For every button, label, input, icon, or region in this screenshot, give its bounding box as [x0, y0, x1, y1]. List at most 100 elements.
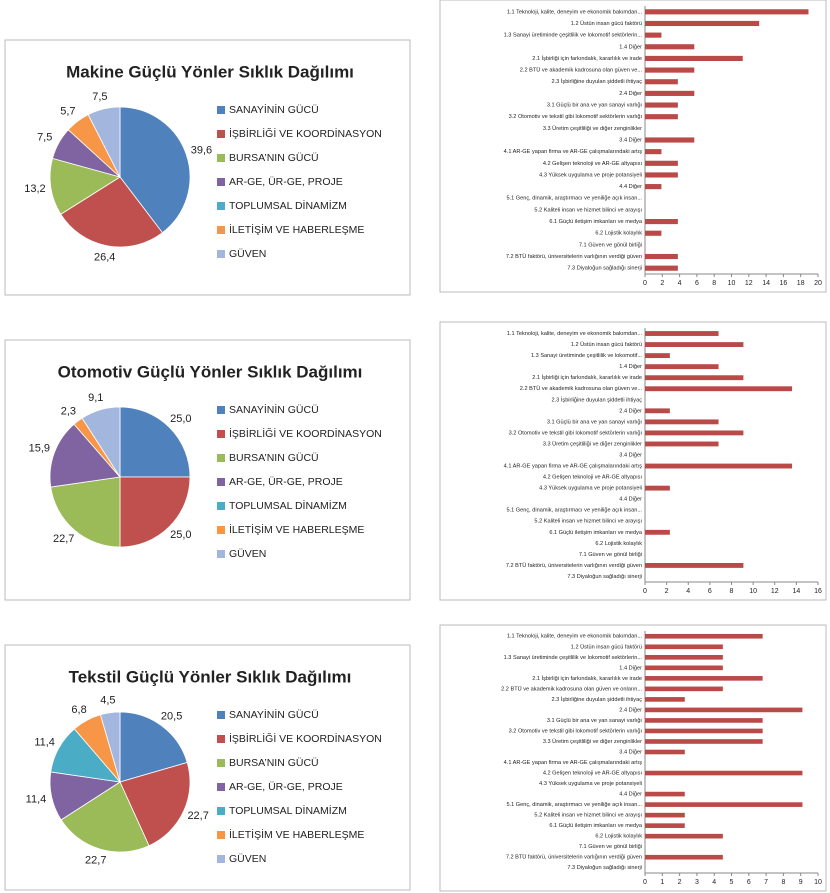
category-label: 4.4 Diğer: [619, 184, 642, 190]
x-tick-label: 6: [695, 280, 699, 287]
category-label: 1.2 Üstün insan gücü faktörü: [571, 20, 642, 27]
category-label: 7.1 Güven ve gönül birliği: [579, 552, 642, 558]
bar: [645, 386, 793, 392]
category-label: 4.2 Gelişen teknoloji ve AR-GE altyapısı: [543, 475, 643, 481]
category-label: 2.4 Diğer: [619, 91, 642, 97]
legend-label: BURSA’NIN GÜCÜ: [229, 152, 319, 164]
legend-swatch: [217, 550, 225, 558]
bar: [645, 253, 678, 260]
bar: [645, 342, 744, 347]
legend-swatch: [217, 478, 225, 486]
legend-swatch: [217, 106, 225, 114]
x-tick-label: 2: [665, 588, 669, 595]
pie-slice: [119, 711, 188, 783]
x-tick-label: 14: [792, 588, 800, 595]
legend-label: TOPLUMSAL DİNAMİZM: [229, 199, 347, 212]
legend-label: İLETİŞİM VE HABERLEŞME: [229, 828, 364, 841]
bar: [645, 44, 695, 50]
pie-slice: [60, 781, 150, 853]
category-label: 3.3 Üretim çeşitliliği ve diğer zenginli…: [543, 125, 642, 132]
pie-slice: [49, 423, 121, 488]
legend-swatch: [217, 430, 225, 438]
category-label: 3.3 Üretim çeşitliliği ve diğer zenginli…: [543, 738, 642, 745]
data-label: 11,4: [34, 736, 55, 748]
category-label: 3.3 Üretim çeşitliliği ve diğer zenginli…: [543, 440, 642, 447]
legend-label: AR-GE, ÜR-GE, PROJE: [229, 476, 343, 488]
bar: [645, 219, 678, 225]
legend-swatch: [217, 502, 225, 510]
pie-slice: [60, 176, 163, 248]
legend-swatch: [217, 178, 225, 186]
x-tick-label: 12: [771, 588, 779, 595]
x-tick-label: 8: [712, 280, 716, 287]
pie-slice: [119, 106, 191, 234]
legend-swatch: [217, 711, 225, 719]
category-label: 7.3 Diyaloğun sağladığı sinerji: [567, 574, 642, 580]
x-tick-label: 16: [814, 588, 822, 595]
legend-swatch: [217, 735, 225, 743]
bar: [645, 665, 723, 671]
bar: [645, 770, 803, 776]
category-label: 6.2 Lojistik kolaylık: [595, 834, 642, 840]
legend-label: TOPLUMSAL DİNAMİZM: [229, 499, 347, 512]
x-tick-label: 0: [643, 879, 647, 886]
legend-label: GÜVEN: [229, 248, 266, 260]
legend-label: İLETİŞİM VE HABERLEŞME: [229, 223, 364, 236]
x-tick-label: 14: [762, 280, 770, 287]
x-tick-label: 6: [747, 879, 751, 886]
data-label: 25,0: [170, 413, 191, 425]
data-label: 39,6: [191, 145, 212, 157]
legend-label: GÜVEN: [229, 853, 266, 865]
pie-slice: [81, 406, 121, 479]
chart-title: Makine Güçlü Yönler Sıklık Dağılımı: [66, 62, 354, 81]
category-label: 7.2 BTÜ faktörü, üniversitelerin varlığı…: [506, 253, 642, 260]
bar: [645, 707, 803, 713]
data-label: 22,7: [53, 533, 74, 545]
bar: [645, 20, 760, 27]
category-label: 4.4 Diğer: [619, 497, 642, 503]
legend-swatch: [217, 250, 225, 258]
x-tick-label: 18: [797, 280, 805, 287]
bar: [645, 149, 662, 155]
pie-slice: [119, 761, 191, 847]
category-label: 4.3 Yüksek uygulama ve proje potansiyeli: [539, 172, 642, 178]
data-label: 5,7: [60, 106, 75, 118]
bar: [645, 364, 719, 370]
bar: [645, 160, 678, 166]
category-label: 3.4 Diğer: [619, 137, 642, 143]
bar: [645, 90, 695, 96]
x-tick-label: 10: [728, 280, 736, 287]
category-label: 3.1 Güçlü bir ana ve yan sanayi varlığı: [547, 718, 643, 724]
category-label: 1.4 Diğer: [619, 364, 642, 370]
x-tick-label: 20: [814, 280, 822, 287]
panel: [439, 0, 827, 293]
category-label: 7.2 BTÜ faktörü, üniversitelerin varlığı…: [506, 854, 642, 861]
data-label: 26,4: [94, 252, 115, 264]
bar: [645, 265, 678, 271]
pie-slice: [119, 476, 191, 548]
x-tick-label: 7: [764, 879, 768, 886]
bar: [645, 812, 685, 818]
bar: [645, 353, 670, 359]
chart-title: Tekstil Güçlü Yönler Sıklık Dağılımı: [69, 667, 352, 686]
category-label: 1.2 Üstün insan gücü faktörü: [571, 643, 642, 650]
data-label: 6,8: [71, 704, 86, 716]
x-tick-label: 3: [695, 879, 699, 886]
x-tick-label: 5: [730, 879, 734, 886]
category-label: 7.1 Güven ve gönül birliği: [579, 242, 642, 248]
x-tick-label: 2: [660, 280, 664, 287]
category-label: 4.4 Diğer: [619, 792, 642, 798]
legend-label: GÜVEN: [229, 548, 266, 560]
x-tick-label: 0: [643, 280, 647, 287]
x-tick-label: 6: [708, 588, 712, 595]
category-label: 2.3 İşbirliğine duyulan şiddetli ihtiyaç: [552, 696, 643, 703]
category-label: 7.1 Güven ve gönül birliği: [579, 844, 642, 850]
category-label: 5.1 Genç, dinamik, araştırmacı ve yenili…: [506, 196, 642, 202]
data-label: 22,7: [85, 855, 106, 867]
data-label: 2,3: [61, 405, 76, 417]
bar: [645, 55, 743, 61]
category-label: 1.1 Teknoloji, kalite, deneyim ve ekonom…: [507, 331, 643, 337]
bar: [645, 802, 803, 807]
category-label: 3.2 Otomotiv ve tekstil gibi lokomotif s…: [509, 114, 643, 120]
